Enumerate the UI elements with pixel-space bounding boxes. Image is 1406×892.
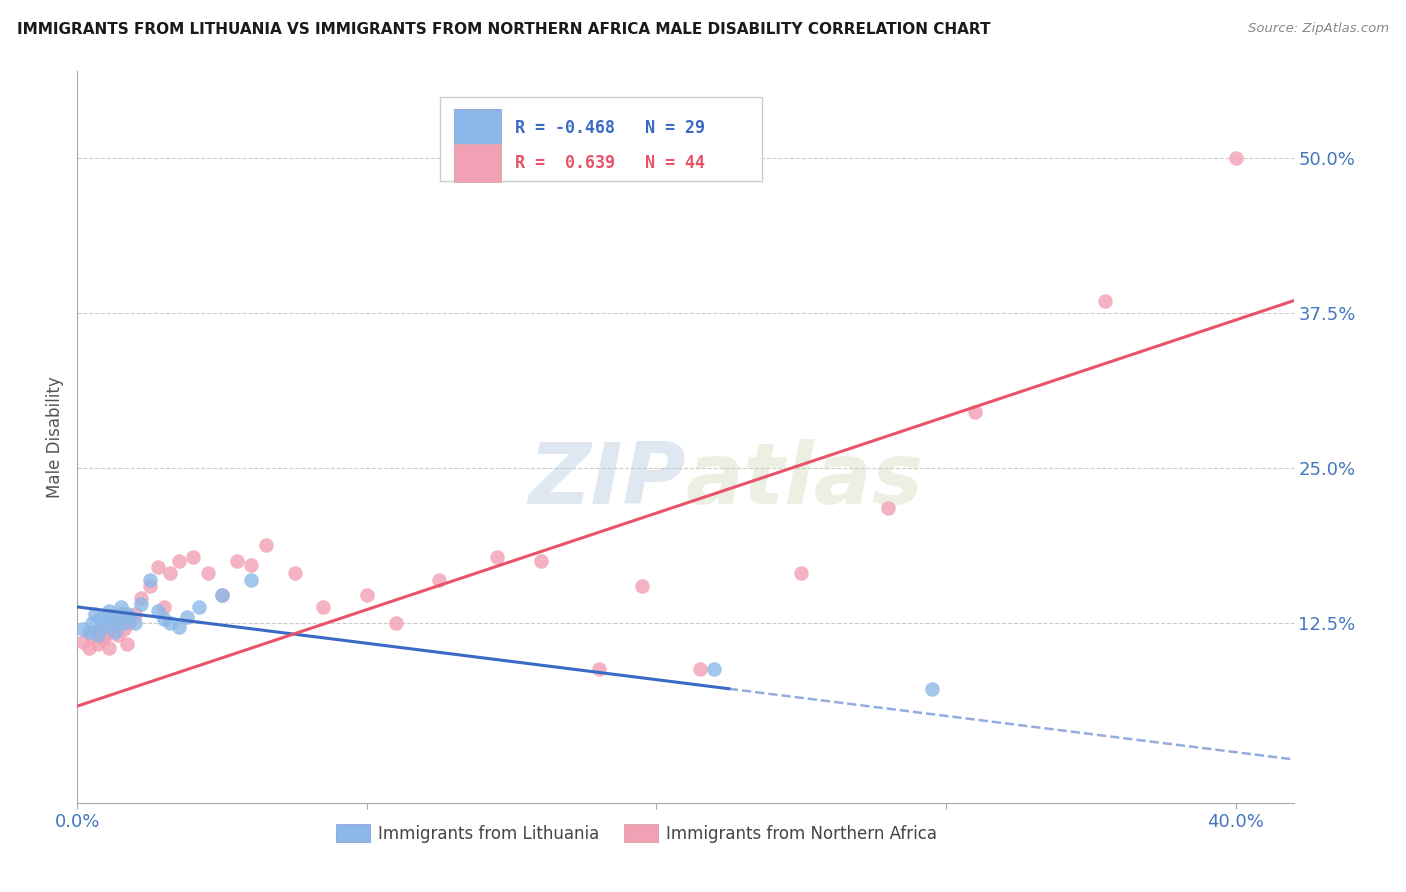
Point	[86, 628, 108, 642]
Point	[96, 628, 118, 642]
Point	[83, 607, 105, 622]
Point	[110, 607, 132, 622]
Point	[112, 615, 135, 630]
Point	[104, 612, 127, 626]
Point	[107, 612, 129, 626]
Point	[89, 622, 111, 636]
Point	[153, 599, 176, 614]
Point	[283, 566, 305, 581]
Point	[110, 599, 132, 614]
Point	[124, 607, 146, 622]
Point	[312, 599, 335, 614]
Point	[138, 579, 160, 593]
Point	[703, 662, 725, 676]
Point	[159, 566, 181, 581]
Point	[921, 681, 943, 696]
Point	[240, 558, 263, 572]
Point	[211, 588, 233, 602]
Point	[689, 662, 711, 676]
Point	[96, 610, 118, 624]
Point	[72, 622, 94, 636]
Point	[877, 500, 900, 515]
Point	[80, 615, 103, 630]
FancyBboxPatch shape	[454, 109, 501, 146]
Y-axis label: Male Disability: Male Disability	[46, 376, 65, 498]
FancyBboxPatch shape	[454, 144, 501, 182]
Point	[77, 640, 100, 655]
Point	[107, 628, 129, 642]
Text: IMMIGRANTS FROM LITHUANIA VS IMMIGRANTS FROM NORTHERN AFRICA MALE DISABILITY COR: IMMIGRANTS FROM LITHUANIA VS IMMIGRANTS …	[17, 22, 990, 37]
Point	[211, 588, 233, 602]
Text: atlas: atlas	[686, 440, 924, 523]
Point	[240, 573, 263, 587]
Point	[486, 550, 509, 565]
Point	[188, 599, 211, 614]
Point	[98, 640, 121, 655]
Point	[101, 615, 124, 630]
Point	[159, 615, 181, 630]
Point	[83, 624, 105, 639]
Point	[1225, 151, 1247, 165]
Point	[167, 554, 190, 568]
Point	[148, 560, 170, 574]
Point	[1094, 293, 1116, 308]
Legend: Immigrants from Lithuania, Immigrants from Northern Africa: Immigrants from Lithuania, Immigrants fr…	[330, 818, 943, 849]
Point	[963, 405, 986, 419]
Point	[631, 579, 654, 593]
Text: R = -0.468   N = 29: R = -0.468 N = 29	[515, 119, 706, 136]
Point	[86, 637, 108, 651]
Point	[112, 622, 135, 636]
Point	[115, 607, 138, 622]
Point	[356, 588, 378, 602]
Point	[427, 573, 450, 587]
Point	[72, 634, 94, 648]
Point	[197, 566, 219, 581]
Point	[385, 615, 408, 630]
Text: Source: ZipAtlas.com: Source: ZipAtlas.com	[1249, 22, 1389, 36]
Point	[225, 554, 247, 568]
FancyBboxPatch shape	[440, 97, 762, 181]
Point	[101, 620, 124, 634]
Point	[588, 662, 610, 676]
Point	[118, 610, 141, 624]
Point	[80, 628, 103, 642]
Text: ZIP: ZIP	[527, 440, 686, 523]
Point	[93, 620, 115, 634]
Point	[148, 604, 170, 618]
Point	[167, 620, 190, 634]
Point	[77, 624, 100, 639]
Point	[153, 612, 176, 626]
Point	[93, 632, 115, 647]
Point	[104, 624, 127, 639]
Point	[129, 591, 152, 606]
Point	[254, 538, 277, 552]
Point	[124, 615, 146, 630]
Point	[98, 604, 121, 618]
Point	[118, 615, 141, 630]
Point	[89, 612, 111, 626]
Point	[176, 610, 198, 624]
Point	[530, 554, 553, 568]
Point	[115, 637, 138, 651]
Point	[129, 598, 152, 612]
Text: R =  0.639   N = 44: R = 0.639 N = 44	[515, 153, 706, 172]
Point	[138, 573, 160, 587]
Point	[181, 550, 204, 565]
Point	[790, 566, 813, 581]
